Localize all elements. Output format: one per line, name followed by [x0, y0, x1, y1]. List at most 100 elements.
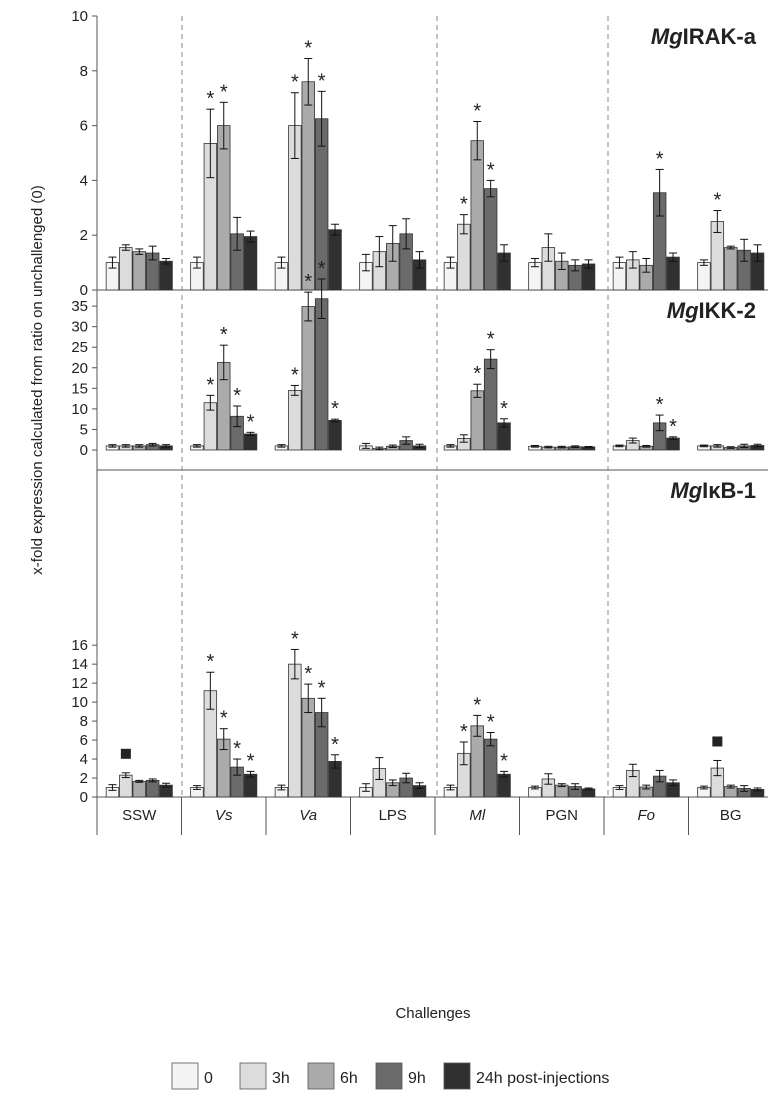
bar — [724, 247, 738, 291]
y-tick-label: 4 — [80, 172, 88, 189]
significance-star: * — [247, 750, 255, 772]
significance-star: * — [291, 628, 299, 650]
significance-star: * — [500, 398, 508, 420]
bar — [145, 779, 160, 798]
bar — [243, 433, 258, 451]
legend-swatch — [307, 1062, 335, 1090]
significance-star: * — [656, 394, 664, 416]
y-tick-label: 8 — [80, 713, 88, 730]
significance-star: * — [500, 750, 508, 772]
panel-title: MgIRAK-a — [651, 24, 757, 49]
y-tick-label: 35 — [71, 298, 88, 315]
y-tick-label: 2 — [80, 770, 88, 787]
bar — [288, 663, 302, 798]
x-axis-label: Challenges — [395, 1005, 470, 1022]
y-tick-label: 10 — [71, 401, 88, 418]
legend-label: 24h post-injections — [476, 1070, 609, 1087]
category-label: Va — [299, 807, 317, 824]
bar — [288, 389, 302, 451]
significance-star: * — [669, 416, 677, 438]
y-tick-label: 4 — [80, 751, 88, 768]
significance-star: * — [291, 364, 299, 386]
y-tick-label: 15 — [71, 380, 88, 397]
significance-star: * — [233, 385, 241, 407]
y-tick-label: 20 — [71, 360, 88, 377]
panel-title: MgIKK-2 — [667, 298, 756, 323]
significance-star: * — [318, 70, 326, 92]
category-label: Vs — [215, 807, 233, 824]
bar — [470, 140, 484, 291]
bar — [470, 390, 484, 451]
bar — [119, 247, 133, 291]
bar — [483, 188, 498, 291]
category-label: SSW — [122, 807, 157, 824]
significance-star: * — [220, 708, 228, 730]
significance-star: * — [460, 721, 468, 743]
square-marker — [120, 748, 131, 759]
bar — [666, 437, 680, 451]
significance-star: * — [220, 81, 228, 103]
category-label: BG — [720, 807, 742, 824]
bar — [483, 738, 498, 798]
significance-star: * — [304, 271, 312, 293]
y-tick-label: 30 — [71, 319, 88, 336]
category-label: Fo — [637, 807, 655, 824]
category-label: LPS — [379, 807, 407, 824]
legend-swatch — [239, 1062, 267, 1090]
significance-star: * — [291, 72, 299, 94]
significance-star: * — [487, 329, 495, 351]
y-tick-label: 8 — [80, 63, 88, 80]
significance-star: * — [233, 738, 241, 760]
significance-star: * — [713, 190, 721, 212]
bar — [301, 697, 315, 798]
y-tick-label: 0 — [80, 789, 88, 806]
significance-star: * — [247, 411, 255, 433]
category-label: Ml — [469, 807, 485, 824]
y-axis-label: x-fold expression calculated from ratio … — [29, 185, 46, 574]
bar — [483, 358, 498, 451]
legend-swatch — [375, 1062, 403, 1090]
category-label: PGN — [545, 807, 578, 824]
significance-star: * — [473, 694, 481, 716]
y-tick-label: 16 — [71, 637, 88, 654]
bar — [666, 256, 680, 291]
bar — [328, 419, 342, 451]
y-tick-label: 6 — [80, 118, 88, 135]
y-tick-label: 10 — [71, 8, 88, 25]
y-tick-label: 12 — [71, 675, 88, 692]
y-tick-label: 2 — [80, 227, 88, 244]
bar — [697, 262, 711, 291]
legend-label: 6h — [340, 1070, 358, 1087]
significance-star: * — [206, 651, 214, 673]
y-tick-label: 0 — [80, 442, 88, 459]
significance-star: * — [220, 324, 228, 346]
bar — [132, 780, 146, 798]
significance-star: * — [304, 663, 312, 685]
legend-swatch — [171, 1062, 199, 1090]
significance-star: * — [487, 159, 495, 181]
y-tick-label: 5 — [80, 421, 88, 438]
bar — [301, 306, 315, 451]
bar — [301, 81, 315, 291]
significance-star: * — [460, 194, 468, 216]
panel-title: MgIκB-1 — [670, 478, 756, 503]
y-tick-label: 0 — [80, 282, 88, 299]
legend-swatch — [443, 1062, 471, 1090]
significance-star: * — [318, 677, 326, 699]
legend-label: 3h — [272, 1070, 290, 1087]
bar — [314, 298, 329, 451]
panel-title-italic: Mg — [670, 478, 702, 503]
bar — [328, 229, 342, 291]
significance-star: * — [318, 258, 326, 280]
y-tick-label: 25 — [71, 339, 88, 356]
bar — [243, 236, 258, 291]
significance-star: * — [473, 100, 481, 122]
bar — [217, 125, 231, 291]
legend: 0 3h 6h 9h 24h post-injections — [171, 1062, 609, 1090]
bar — [132, 251, 146, 291]
bar — [159, 260, 173, 291]
legend-label: 9h — [408, 1070, 426, 1087]
legend-label: 0 — [204, 1070, 213, 1087]
